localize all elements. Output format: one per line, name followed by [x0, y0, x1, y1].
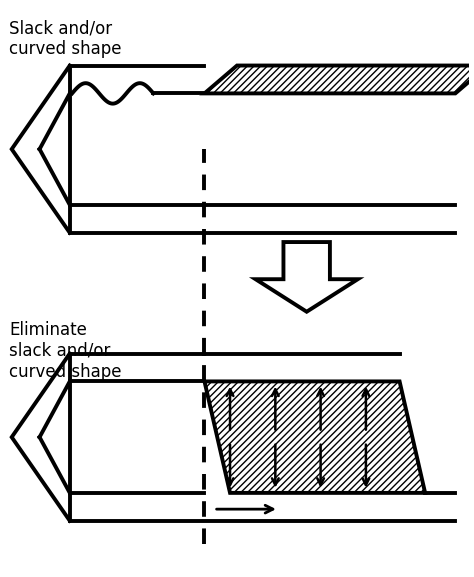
Polygon shape [255, 242, 358, 312]
Text: Slack and/or
curved shape: Slack and/or curved shape [9, 19, 122, 58]
Text: Eliminate
slack and/or
curved shape: Eliminate slack and/or curved shape [9, 321, 122, 381]
